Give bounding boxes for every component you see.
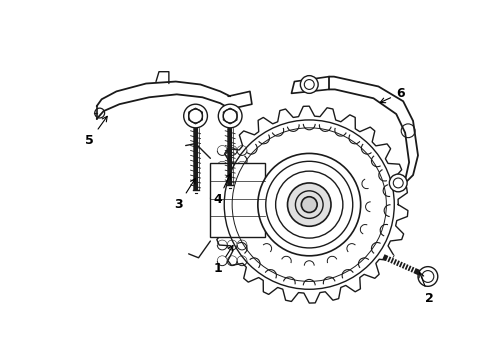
Text: 6: 6 [379, 87, 404, 103]
Circle shape [257, 153, 360, 256]
Circle shape [218, 104, 242, 128]
Circle shape [300, 76, 318, 93]
Circle shape [287, 183, 330, 226]
Circle shape [417, 267, 437, 286]
Bar [210, 163, 264, 237]
Text: 2: 2 [418, 273, 433, 305]
Text: 4: 4 [213, 174, 230, 206]
Text: 3: 3 [174, 179, 195, 211]
Text: 5: 5 [85, 116, 107, 147]
Circle shape [301, 197, 317, 212]
Circle shape [183, 104, 207, 128]
Text: 1: 1 [213, 246, 232, 275]
Circle shape [388, 174, 407, 192]
